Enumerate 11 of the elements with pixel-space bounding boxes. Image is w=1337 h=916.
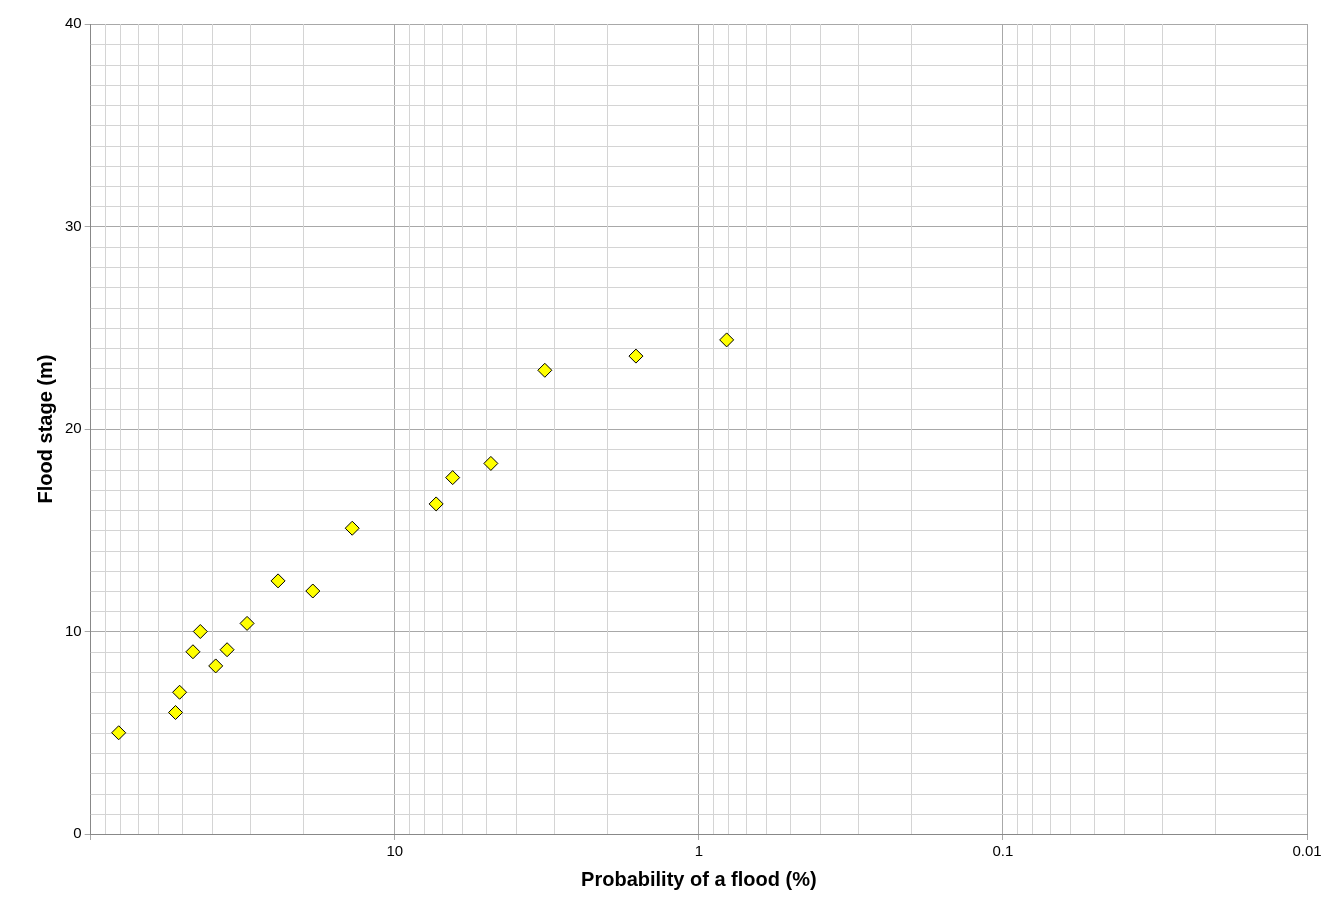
y-tick-label: 40 [65, 14, 82, 32]
y-tick-label: 10 [65, 621, 82, 639]
x-tick-label: 10 [386, 842, 404, 860]
y-axis-title: Flood stage (m) [33, 354, 56, 504]
x-axis-title: Probability of a flood (%) [581, 867, 817, 890]
y-tick-label: 30 [65, 216, 82, 234]
y-tick-label: 20 [65, 419, 82, 437]
x-tick-label: 0.1 [992, 842, 1014, 860]
x-tick-label: 1 [694, 842, 704, 860]
x-tick-label: 0.01 [1292, 842, 1322, 860]
y-tick-label: 0 [73, 824, 82, 842]
